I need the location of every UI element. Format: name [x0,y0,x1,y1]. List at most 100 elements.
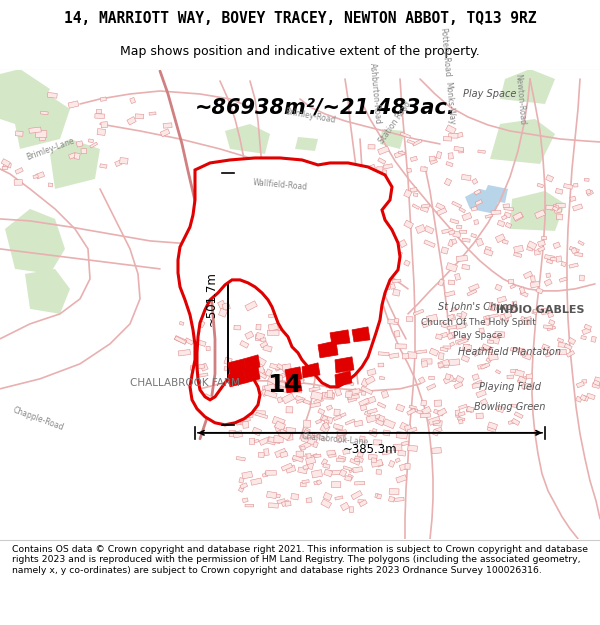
Polygon shape [564,344,572,350]
Polygon shape [275,364,286,371]
Polygon shape [285,501,291,506]
Polygon shape [553,206,559,211]
Polygon shape [25,269,70,314]
Polygon shape [513,213,523,221]
Polygon shape [68,152,76,159]
Polygon shape [367,369,376,376]
Polygon shape [561,261,566,267]
Polygon shape [309,387,320,391]
Polygon shape [377,167,383,172]
Polygon shape [35,172,44,179]
Polygon shape [441,247,448,254]
Polygon shape [487,340,494,344]
Polygon shape [277,499,286,504]
Polygon shape [482,185,508,203]
Polygon shape [422,406,431,415]
Polygon shape [595,380,600,385]
Polygon shape [74,152,80,159]
Polygon shape [318,408,325,414]
Polygon shape [497,296,506,303]
Polygon shape [233,431,242,438]
Polygon shape [438,359,450,368]
Polygon shape [285,367,302,382]
Polygon shape [265,471,271,475]
Polygon shape [421,400,427,406]
Polygon shape [115,160,122,167]
Polygon shape [350,459,360,466]
Polygon shape [445,374,451,380]
Polygon shape [264,449,269,456]
Polygon shape [355,459,359,462]
Polygon shape [452,201,461,208]
Polygon shape [295,386,302,393]
Polygon shape [351,491,362,500]
Polygon shape [375,493,380,498]
Polygon shape [582,395,589,401]
Text: Playing Field: Playing Field [479,382,541,392]
Polygon shape [285,380,302,393]
Polygon shape [546,273,551,278]
Polygon shape [450,314,456,321]
Polygon shape [81,149,86,154]
Polygon shape [258,452,264,458]
Polygon shape [316,434,326,441]
Polygon shape [314,374,322,379]
Polygon shape [545,352,551,357]
Polygon shape [345,419,355,425]
Polygon shape [282,393,295,404]
Polygon shape [400,464,408,471]
Polygon shape [383,276,387,279]
Polygon shape [322,392,334,399]
Polygon shape [314,398,323,404]
Polygon shape [241,418,248,425]
Polygon shape [256,369,265,377]
Polygon shape [50,139,100,189]
Polygon shape [274,436,283,442]
Polygon shape [422,320,431,328]
Polygon shape [533,309,540,312]
Polygon shape [393,444,402,451]
Polygon shape [201,395,207,402]
Polygon shape [407,139,415,144]
Polygon shape [303,464,308,470]
Polygon shape [365,376,375,384]
Polygon shape [364,411,371,416]
Polygon shape [324,420,329,425]
Polygon shape [381,276,392,281]
Polygon shape [568,338,575,344]
Polygon shape [240,482,248,489]
Polygon shape [523,320,529,325]
Polygon shape [360,404,367,411]
Polygon shape [575,253,583,257]
Polygon shape [542,344,550,351]
Polygon shape [569,263,578,268]
Polygon shape [314,481,319,485]
Polygon shape [445,178,452,186]
Polygon shape [292,378,301,383]
Polygon shape [458,148,464,153]
Polygon shape [284,369,297,378]
Polygon shape [535,210,545,219]
Polygon shape [320,414,333,424]
Polygon shape [379,376,385,380]
Polygon shape [402,354,409,359]
Polygon shape [488,304,497,310]
Polygon shape [527,246,533,251]
Polygon shape [584,324,592,330]
Polygon shape [286,407,293,413]
Polygon shape [269,363,280,370]
Polygon shape [440,332,448,338]
Polygon shape [224,357,232,365]
Polygon shape [448,239,454,247]
Polygon shape [545,174,554,182]
Polygon shape [494,331,505,338]
Polygon shape [580,394,587,401]
Polygon shape [100,164,107,168]
Polygon shape [263,345,272,352]
Polygon shape [256,324,261,330]
Polygon shape [370,181,379,188]
Polygon shape [428,416,440,425]
Polygon shape [591,336,596,342]
Polygon shape [416,350,427,354]
Polygon shape [389,353,399,359]
